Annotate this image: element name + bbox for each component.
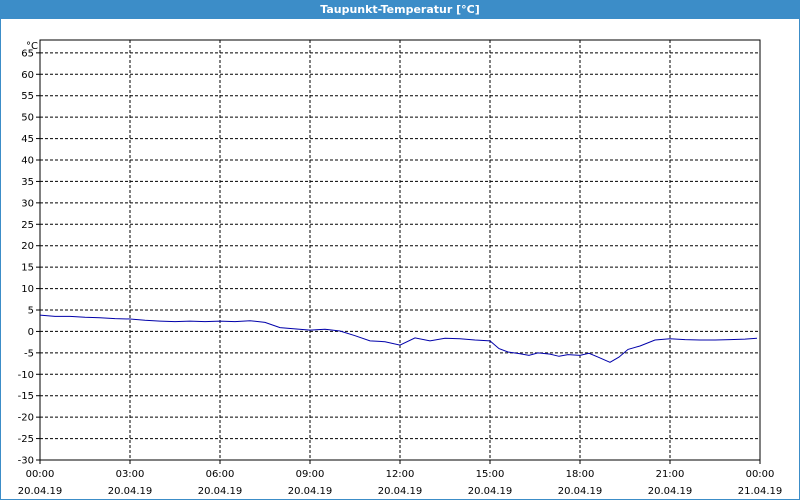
y-tick-label: 35 xyxy=(21,177,34,188)
x-tick-time: 00:00 xyxy=(746,469,775,480)
x-tick-time: 09:00 xyxy=(296,469,325,480)
series-line-dewpoint xyxy=(39,314,758,363)
x-tick-date: 20.04.19 xyxy=(198,486,243,497)
x-tick-date: 21.04.19 xyxy=(738,486,783,497)
x-tick-labels: 00:00 20.04.19 03:00 20.04.19 06:00 20.04.19 0… xyxy=(18,469,783,497)
y-tick-label: -30 xyxy=(18,456,34,467)
x-tick-date: 20.04.19 xyxy=(108,486,153,497)
y-tick-label: 65 xyxy=(21,48,34,59)
x-tick-time: 15:00 xyxy=(476,469,505,480)
grid-lines xyxy=(36,40,761,464)
y-tick-label: 0 xyxy=(28,327,34,338)
x-tick-time: 12:00 xyxy=(386,469,415,480)
y-tick-label: 10 xyxy=(21,284,34,295)
y-tick-label: 20 xyxy=(21,241,34,252)
x-tick-date: 20.04.19 xyxy=(558,486,603,497)
x-tick-time: 03:00 xyxy=(116,469,145,480)
y-tick-label: 50 xyxy=(21,113,34,124)
y-tick-label: -20 xyxy=(18,413,34,424)
x-tick-date: 20.04.19 xyxy=(378,486,423,497)
x-tick-time: 06:00 xyxy=(206,469,235,480)
x-tick-date: 20.04.19 xyxy=(648,486,693,497)
y-tick-label: 60 xyxy=(21,70,34,81)
x-tick-time: 18:00 xyxy=(566,469,595,480)
y-tick-label: 40 xyxy=(21,156,34,167)
y-tick-label: -5 xyxy=(24,348,34,359)
x-tick-date: 20.04.19 xyxy=(468,486,513,497)
x-tick-time: 21:00 xyxy=(656,469,685,480)
x-tick-time: 00:00 xyxy=(26,469,55,480)
y-tick-labels: 65605550454035302520151050-5-10-15-20-25… xyxy=(18,48,34,466)
y-tick-label: 55 xyxy=(21,91,34,102)
plot-border xyxy=(39,39,761,461)
x-tick-date: 20.04.19 xyxy=(288,486,333,497)
x-tick-date: 20.04.19 xyxy=(18,486,63,497)
y-tick-label: -15 xyxy=(18,391,34,402)
chart-title: Taupunkt-Temperatur [°C] xyxy=(1,1,799,19)
y-tick-label: 15 xyxy=(21,263,34,274)
y-tick-label: 25 xyxy=(21,220,34,231)
y-axis-label: °C xyxy=(26,41,38,52)
y-tick-label: 30 xyxy=(21,198,34,209)
y-tick-label: -25 xyxy=(18,434,34,445)
y-tick-label: -10 xyxy=(18,370,34,381)
y-tick-label: 5 xyxy=(28,306,34,317)
y-tick-label: 45 xyxy=(21,134,34,145)
